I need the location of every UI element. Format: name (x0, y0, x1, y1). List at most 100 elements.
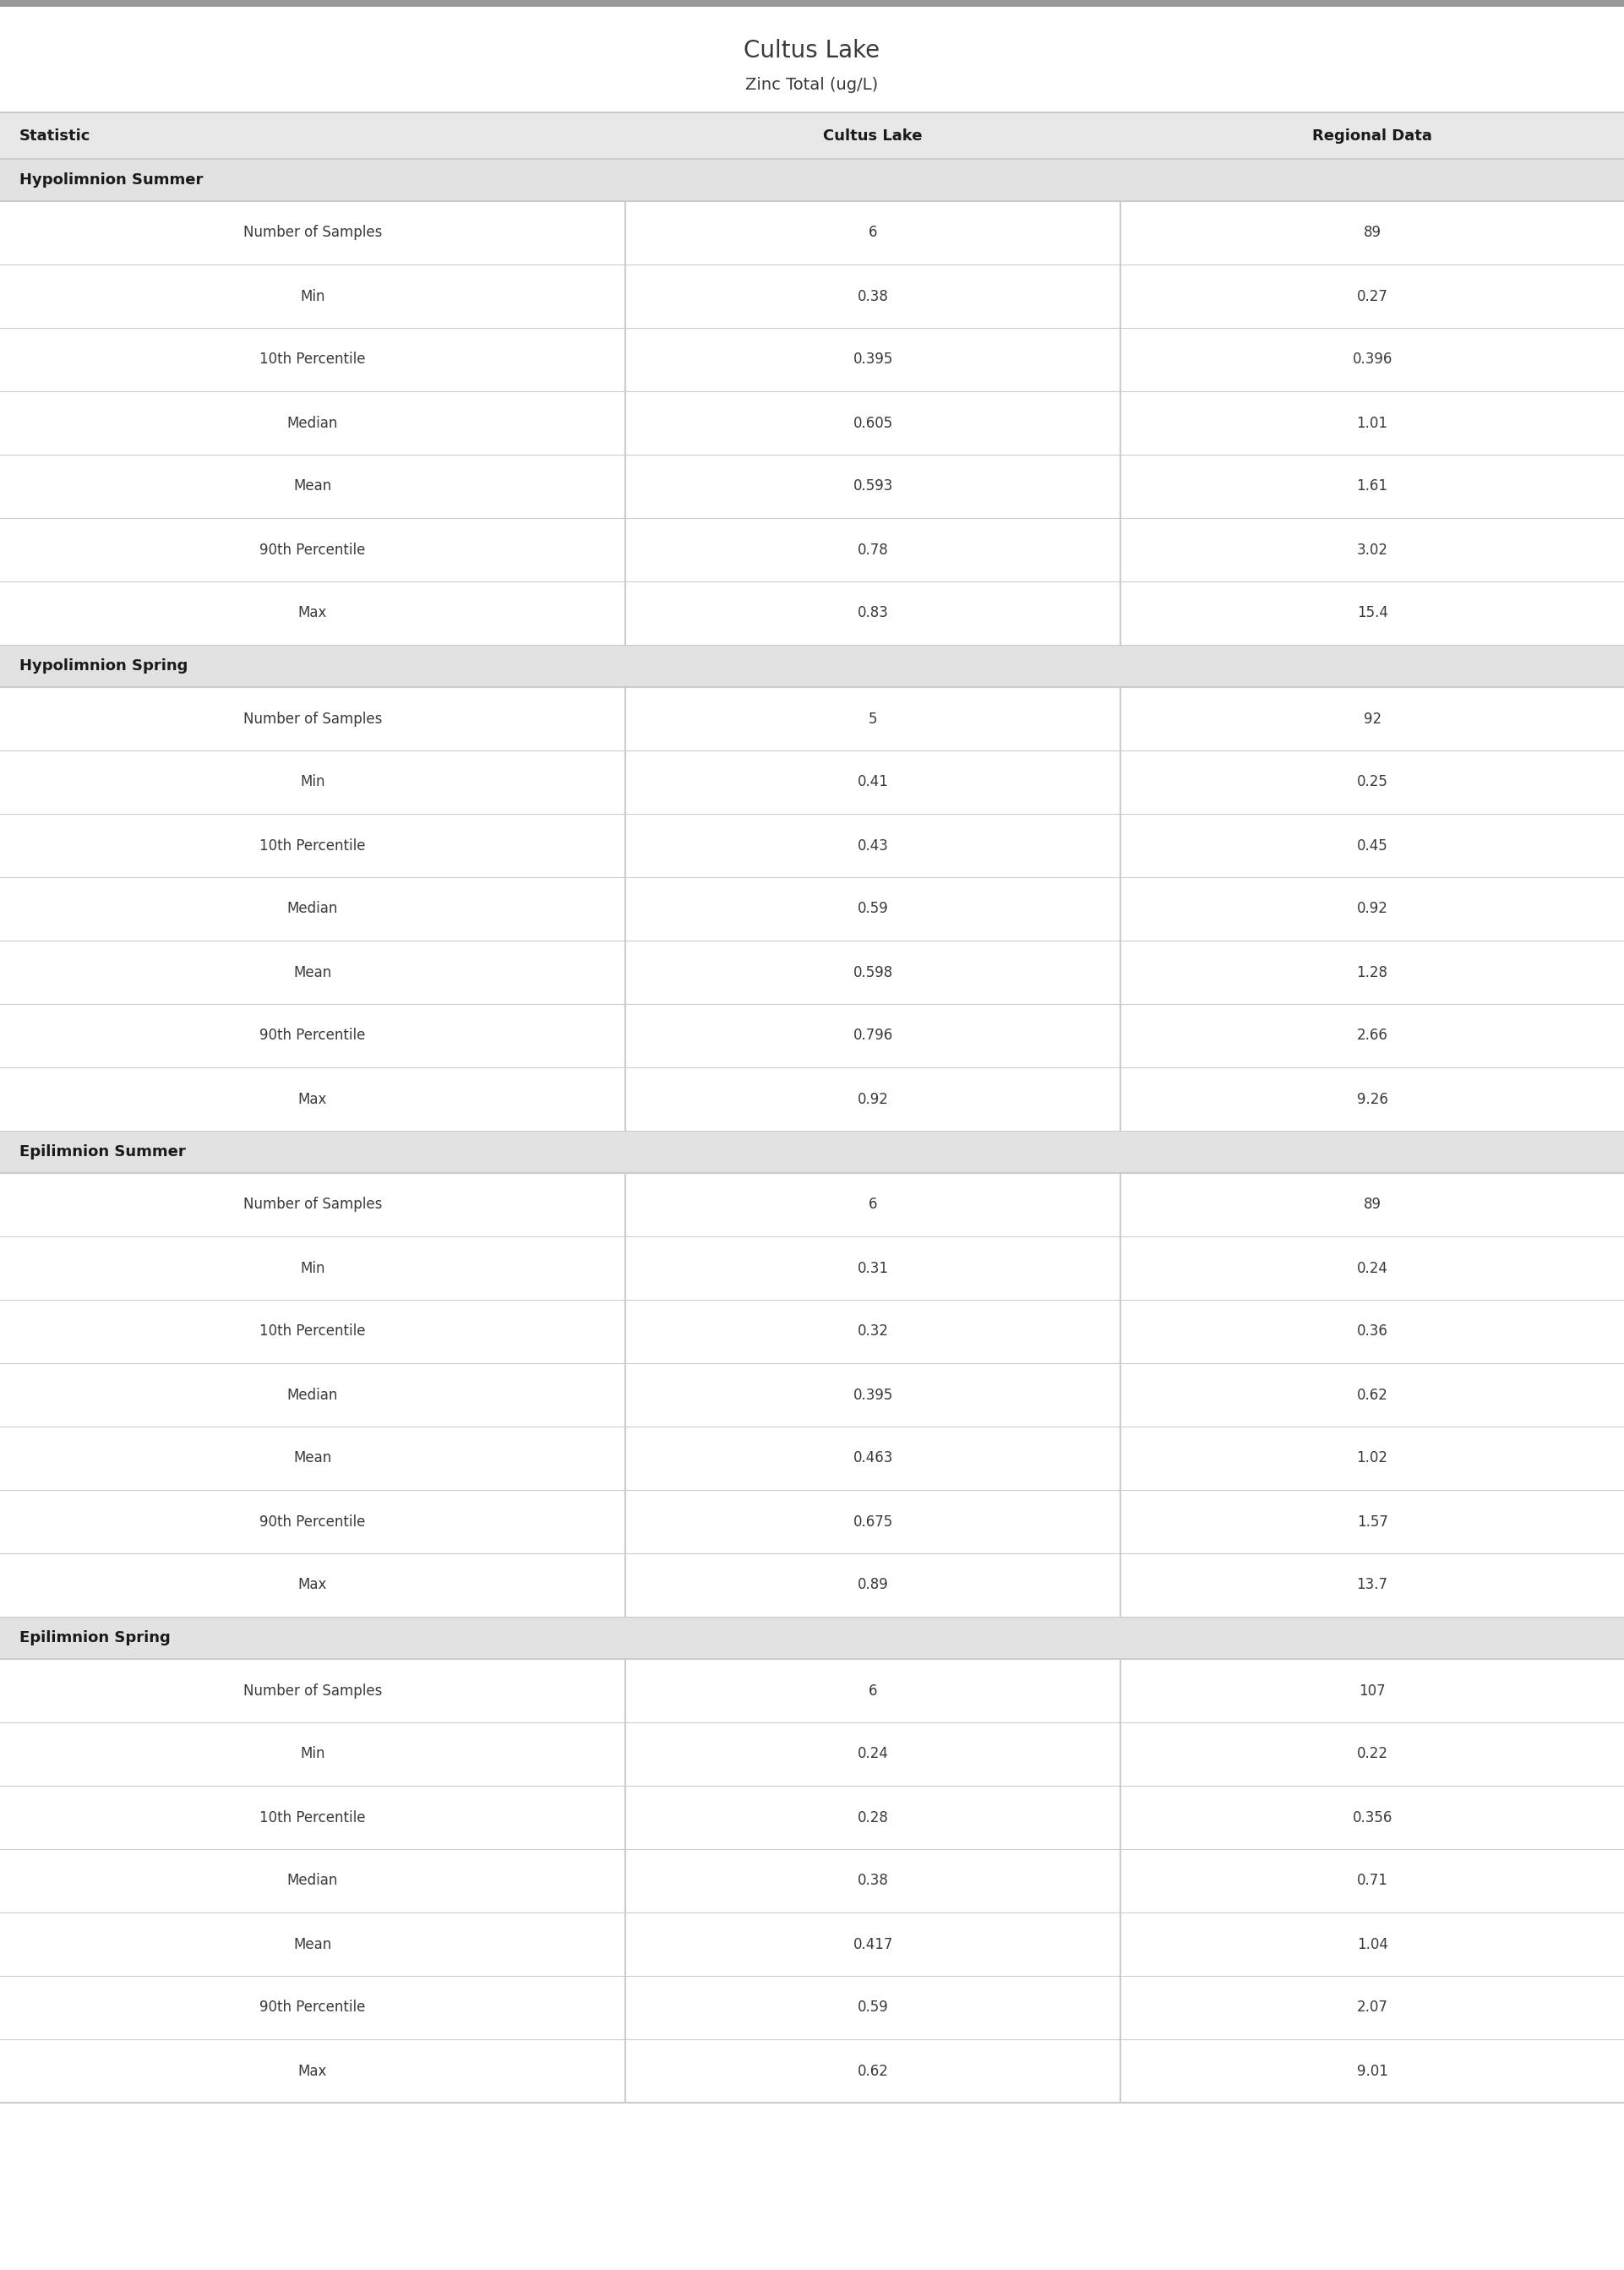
Text: 0.92: 0.92 (1356, 901, 1389, 917)
Text: Min: Min (300, 774, 325, 790)
Text: Epilimnion Summer: Epilimnion Summer (19, 1144, 185, 1160)
Text: Mean: Mean (294, 1936, 331, 1952)
Bar (0, 390, 1624, 454)
Bar (0, 1489, 1624, 1553)
Text: 1.61: 1.61 (1356, 479, 1389, 495)
Text: 89: 89 (1364, 1196, 1380, 1212)
Text: Min: Min (300, 1260, 325, 1276)
Text: Cultus Lake: Cultus Lake (823, 127, 922, 143)
Text: 0.27: 0.27 (1356, 288, 1389, 304)
Text: 0.395: 0.395 (853, 352, 893, 368)
Text: 6: 6 (869, 1682, 877, 1698)
Bar (0, 876, 1624, 940)
Text: 0.395: 0.395 (853, 1387, 893, 1403)
Text: 0.62: 0.62 (857, 2063, 888, 2079)
Bar (0, 940, 1624, 1003)
Text: 13.7: 13.7 (1356, 1578, 1389, 1594)
Bar (0, 1426, 1624, 1489)
Bar (0, 1301, 1624, 1364)
Bar (0, 1975, 1624, 2038)
Text: 89: 89 (1364, 225, 1380, 241)
Text: 0.38: 0.38 (857, 1873, 888, 1889)
Text: 0.356: 0.356 (1353, 1809, 1392, 1825)
Bar (0, 202, 1624, 266)
Text: 0.593: 0.593 (853, 479, 893, 495)
Text: Epilimnion Spring: Epilimnion Spring (19, 1630, 171, 1646)
Text: Max: Max (299, 1578, 326, 1594)
Text: Statistic: Statistic (19, 127, 91, 143)
Bar (0, 1067, 1624, 1130)
Text: Max: Max (299, 1092, 326, 1108)
Text: 0.605: 0.605 (853, 415, 893, 431)
Text: 1.01: 1.01 (1356, 415, 1389, 431)
Text: Max: Max (299, 606, 326, 620)
Text: Number of Samples: Number of Samples (244, 1682, 382, 1698)
Text: Mean: Mean (294, 479, 331, 495)
Text: 10th Percentile: 10th Percentile (260, 1323, 365, 1339)
Bar (0, 1237, 1624, 1301)
Text: Mean: Mean (294, 1451, 331, 1466)
Text: 0.598: 0.598 (853, 965, 893, 981)
Text: 1.02: 1.02 (1356, 1451, 1389, 1466)
Text: 6: 6 (869, 1196, 877, 1212)
Bar (0, 1723, 1624, 1786)
Bar (0, 1553, 1624, 1616)
Text: Cultus Lake: Cultus Lake (744, 39, 880, 64)
Bar (0, 1364, 1624, 1426)
Bar (0, 1786, 1624, 1850)
Text: 0.796: 0.796 (853, 1028, 893, 1044)
Text: Max: Max (299, 2063, 326, 2079)
Text: 0.24: 0.24 (857, 1746, 888, 1762)
Text: 1.28: 1.28 (1356, 965, 1389, 981)
Bar (0, 1914, 1624, 1975)
Text: 15.4: 15.4 (1356, 606, 1389, 620)
Bar (0, 114, 1624, 159)
Text: Number of Samples: Number of Samples (244, 711, 382, 726)
Text: 3.02: 3.02 (1356, 543, 1389, 558)
Bar (0, 815, 1624, 876)
Text: 0.89: 0.89 (857, 1578, 888, 1594)
Text: 0.43: 0.43 (857, 838, 888, 854)
Text: 0.36: 0.36 (1356, 1323, 1389, 1339)
Text: Hypolimnion Spring: Hypolimnion Spring (19, 658, 188, 674)
Text: 0.41: 0.41 (857, 774, 888, 790)
Bar (0, 266, 1624, 327)
Bar (0, 688, 1624, 751)
Text: 0.62: 0.62 (1356, 1387, 1389, 1403)
Text: 0.83: 0.83 (857, 606, 888, 620)
Text: 0.22: 0.22 (1356, 1746, 1389, 1762)
Text: Regional Data: Regional Data (1312, 127, 1432, 143)
Text: Median: Median (287, 415, 338, 431)
Text: 5: 5 (869, 711, 877, 726)
Text: 0.25: 0.25 (1356, 774, 1389, 790)
Text: 0.24: 0.24 (1356, 1260, 1389, 1276)
Text: Median: Median (287, 1387, 338, 1403)
Text: Number of Samples: Number of Samples (244, 225, 382, 241)
Text: 0.45: 0.45 (1356, 838, 1389, 854)
Text: Median: Median (287, 1873, 338, 1889)
Bar (0, 1659, 1624, 1723)
Text: 92: 92 (1364, 711, 1380, 726)
Text: 10th Percentile: 10th Percentile (260, 352, 365, 368)
Text: Median: Median (287, 901, 338, 917)
Text: Zinc Total (ug/L): Zinc Total (ug/L) (745, 77, 879, 93)
Text: 0.417: 0.417 (853, 1936, 893, 1952)
Text: 0.396: 0.396 (1353, 352, 1392, 368)
Text: 0.28: 0.28 (857, 1809, 888, 1825)
Bar (0, 645, 1624, 688)
Text: 2.66: 2.66 (1356, 1028, 1389, 1044)
Text: 10th Percentile: 10th Percentile (260, 838, 365, 854)
Text: 0.675: 0.675 (853, 1514, 893, 1530)
Text: 0.59: 0.59 (857, 901, 888, 917)
Bar (0, 454, 1624, 518)
Text: 2.07: 2.07 (1356, 2000, 1389, 2016)
Bar (0, 0, 1624, 7)
Bar (0, 1130, 1624, 1174)
Bar (0, 2038, 1624, 2102)
Text: 0.71: 0.71 (1356, 1873, 1389, 1889)
Text: 6: 6 (869, 225, 877, 241)
Text: 0.32: 0.32 (857, 1323, 888, 1339)
Text: Min: Min (300, 1746, 325, 1762)
Text: 107: 107 (1359, 1682, 1385, 1698)
Text: 10th Percentile: 10th Percentile (260, 1809, 365, 1825)
